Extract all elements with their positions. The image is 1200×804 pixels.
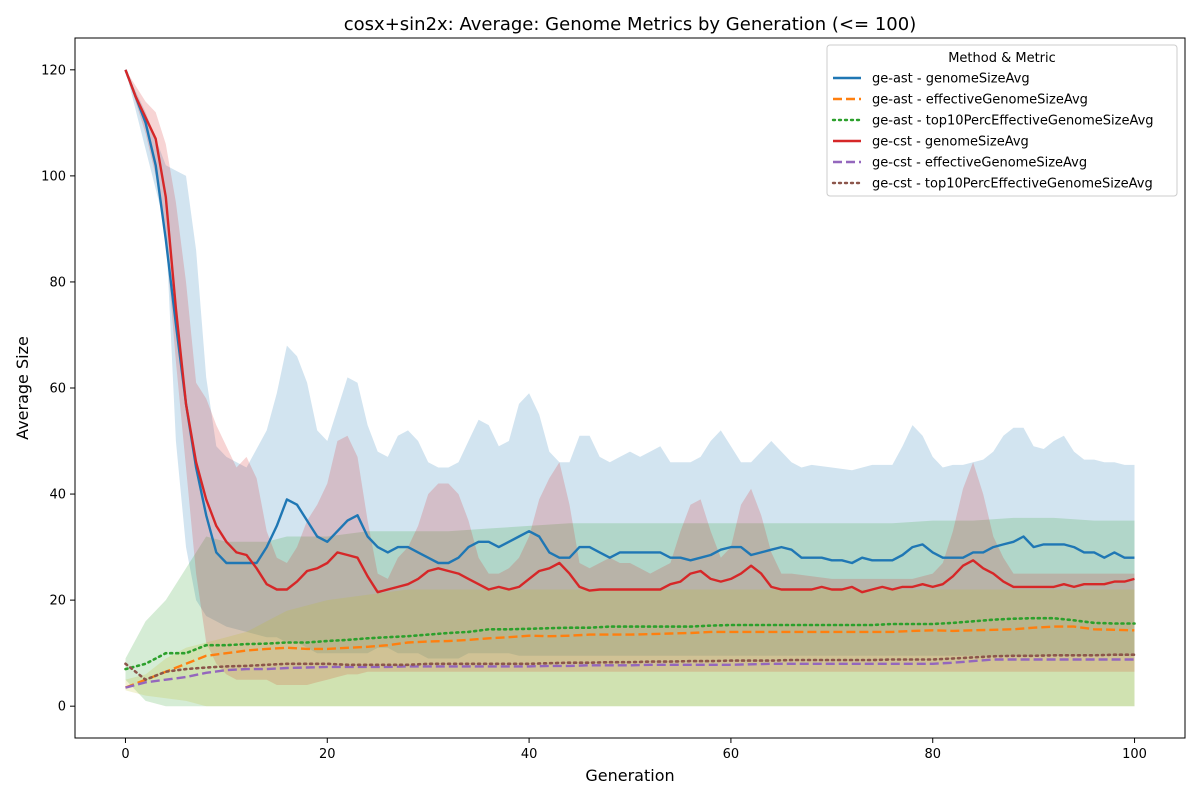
y-tick-label: 100	[41, 169, 66, 184]
y-tick-label: 120	[41, 63, 66, 78]
y-axis-label: Average Size	[13, 336, 32, 440]
x-tick-label: 0	[121, 747, 129, 762]
series-line-ge-ast-genomesizeavg	[124, 69, 1135, 565]
legend-box	[826, 44, 1178, 197]
legend-title: Method & Metric	[948, 51, 1056, 66]
x-tick-label: 100	[1122, 747, 1147, 762]
legend-label-ge-ast-top10perceffectivegenomesizeavg: ge-ast - top10PercEffectiveGenomeSizeAvg	[872, 114, 1154, 129]
y-tick-label: 60	[49, 382, 66, 397]
series-line-ge-ast-effectivegenomesizeavg	[125, 625, 1135, 689]
y-tick-label: 20	[49, 594, 66, 609]
x-axis-label: Generation	[585, 766, 674, 785]
x-tick-label: 80	[924, 747, 941, 762]
x-tick-label: 40	[521, 747, 538, 762]
y-axis: 0 20 40 60 80 100 120	[41, 63, 75, 715]
y-tick-label: 0	[58, 700, 66, 715]
lines-layer	[124, 69, 1136, 689]
x-tick-label: 60	[723, 747, 740, 762]
y-tick-label: 80	[49, 275, 66, 290]
legend: Method & Metric ge-ast - genomeSizeAvgge…	[826, 44, 1178, 197]
chart-title: cosx+sin2x: Average: Genome Metrics by G…	[344, 14, 916, 35]
y-tick-label: 40	[49, 488, 66, 503]
x-axis: 0 20 40 60 80 100	[121, 738, 1147, 762]
legend-label-ge-cst-genomesizeavg: ge-cst - genomeSizeAvg	[872, 135, 1029, 150]
legend-label-ge-ast-effectivegenomesizeavg: ge-ast - effectiveGenomeSizeAvg	[872, 93, 1088, 108]
x-tick-label: 20	[319, 747, 336, 762]
series-line-ge-cst-top10perceffectivegenomesizeavg	[124, 653, 1136, 682]
band-ge-cst-genomesizeavg	[125, 69, 1135, 686]
series-line-ge-cst-effectivegenomesizeavg	[125, 658, 1135, 689]
legend-items: ge-ast - genomeSizeAvg ge-ast - effective…	[831, 72, 1154, 192]
band-ge-ast-genomesizeavg	[125, 69, 1135, 659]
legend-label-ge-cst-top10perceffectivegenomesizeavg: ge-cst - top10PercEffectiveGenomeSizeAvg	[872, 177, 1153, 192]
legend-label-ge-cst-effectivegenomesizeavg: ge-cst - effectiveGenomeSizeAvg	[872, 156, 1087, 171]
band-ge-ast-effectivegenomesizeavg	[125, 589, 1135, 707]
series-line-ge-cst-genomesizeavg	[124, 69, 1135, 594]
series-line-ge-ast-top10perceffectivegenomesizeavg	[124, 616, 1136, 671]
legend-label-ge-ast-genomesizeavg: ge-ast - genomeSizeAvg	[872, 72, 1030, 87]
